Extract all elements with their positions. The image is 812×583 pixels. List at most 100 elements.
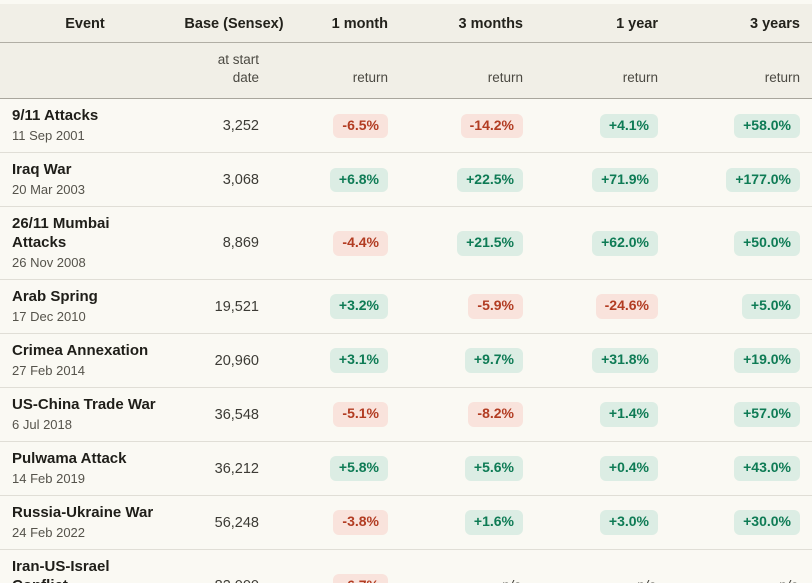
table-row: Arab Spring 17 Dec 2010 19,521 +3.2% -5.9% -2… xyxy=(0,279,812,335)
return-badge-positive: +3.0% xyxy=(599,510,658,535)
return-cell: +62.0% xyxy=(535,206,670,281)
table-row: Crimea Annexation 27 Feb 2014 20,960 +3.1% +… xyxy=(0,333,812,389)
event-name: 9/11 Attacks xyxy=(12,107,99,125)
event-date: 11 Sep 2001 xyxy=(12,128,85,144)
event-name: 26/11 Mumbai Attacks xyxy=(12,215,110,252)
return-cell: +21.5% xyxy=(400,206,535,281)
return-badge-positive: +30.0% xyxy=(734,510,800,535)
column-header-event: Event xyxy=(0,4,170,43)
base-value: 3,252 xyxy=(170,98,300,154)
return-badge-positive: +3.2% xyxy=(329,294,388,319)
subheader-row: at start date return return return retur… xyxy=(0,42,812,100)
event-name: Crimea Annexation xyxy=(12,342,149,360)
event-cell: Russia-Ukraine War 24 Feb 2022 xyxy=(0,495,170,551)
return-cell: -3.8% xyxy=(300,495,400,551)
base-value: 56,248 xyxy=(170,495,300,551)
return-badge-negative: -8.2% xyxy=(468,402,523,427)
base-value: 82,000 xyxy=(170,550,300,583)
return-na: n/a xyxy=(502,577,523,583)
table-row: Iran-US-Israel Conflict1 Feb 202682,000 -… xyxy=(0,550,812,583)
return-badge-positive: +71.9% xyxy=(592,167,658,193)
event-date: 24 Feb 2022 xyxy=(12,524,86,540)
return-badge-positive: +9.7% xyxy=(464,348,523,373)
table-row: Iraq War 20 Mar 2003 3,068 +6.8% +22.5% +71.9… xyxy=(0,152,812,208)
event-date: 17 Dec 2010 xyxy=(12,308,86,324)
return-cell: +3.2% xyxy=(300,279,400,335)
return-cell: +0.4% xyxy=(535,441,670,497)
event-name: Arab Spring xyxy=(12,288,98,306)
column-header-base: Base (Sensex) xyxy=(170,4,300,43)
return-cell: -24.6% xyxy=(535,279,670,335)
base-value: 8,869 xyxy=(170,206,300,281)
column-header-3-months: 3 months xyxy=(400,4,535,43)
return-badge-negative: -5.1% xyxy=(333,402,388,427)
return-cell: +5.8% xyxy=(300,441,400,497)
return-cell: +58.0% xyxy=(670,98,812,154)
subheader-3-months: return xyxy=(400,42,535,100)
event-name: Iraq War xyxy=(12,161,72,179)
column-header-1-year: 1 year xyxy=(535,4,670,43)
subheader-event xyxy=(0,42,170,100)
return-badge-positive: +31.8% xyxy=(592,348,658,373)
return-cell: +4.1% xyxy=(535,98,670,154)
return-cell: +5.6% xyxy=(400,441,535,497)
return-badge-positive: +50.0% xyxy=(734,231,800,256)
event-name: US-China Trade War xyxy=(12,396,156,414)
event-name: Pulwama Attack xyxy=(12,450,127,468)
return-cell: n/a xyxy=(535,550,670,583)
event-date: 27 Feb 2014 xyxy=(12,362,86,378)
return-badge-positive: +4.1% xyxy=(599,113,658,139)
event-cell: Iran-US-Israel Conflict1 Feb 2026 xyxy=(0,550,170,583)
subheader-1-month: return xyxy=(300,42,400,100)
return-badge-positive: +19.0% xyxy=(734,348,800,373)
return-badge-positive: +22.5% xyxy=(457,167,523,193)
return-cell: +5.0% xyxy=(670,279,812,335)
table-row: Pulwama Attack 14 Feb 2019 36,212 +5.8% +5.6… xyxy=(0,441,812,497)
event-cell: 9/11 Attacks 11 Sep 2001 xyxy=(0,98,170,154)
return-badge-positive: +62.0% xyxy=(592,231,658,256)
return-badge-negative: -3.8% xyxy=(333,510,388,535)
subheader-1-year: return xyxy=(535,42,670,100)
return-na: n/a xyxy=(779,577,800,583)
return-badge-negative: -5.9% xyxy=(468,294,523,319)
return-badge-positive: +6.8% xyxy=(329,167,388,193)
event-date: 20 Mar 2003 xyxy=(12,182,85,198)
return-badge-positive: +5.0% xyxy=(741,294,800,319)
event-cell: US-China Trade War 6 Jul 2018 xyxy=(0,387,170,443)
return-badge-positive: +57.0% xyxy=(734,402,800,427)
return-badge-negative: -24.6% xyxy=(595,294,658,319)
return-cell: -8.2% xyxy=(400,387,535,443)
return-badge-positive: +177.0% xyxy=(726,167,800,193)
event-cell: Crimea Annexation 27 Feb 2014 xyxy=(0,333,170,389)
return-badge-negative: -6.5% xyxy=(333,113,388,139)
return-cell: +57.0% xyxy=(670,387,812,443)
return-cell: -5.9% xyxy=(400,279,535,335)
table-row: US-China Trade War 6 Jul 2018 36,548 -5.1% -… xyxy=(0,387,812,443)
return-badge-positive: +58.0% xyxy=(734,113,800,139)
return-na: n/a xyxy=(637,577,658,583)
return-cell: +3.0% xyxy=(535,495,670,551)
return-cell: -4.4% xyxy=(300,206,400,281)
return-badge-positive: +3.1% xyxy=(329,348,388,373)
return-cell: +9.7% xyxy=(400,333,535,389)
return-badge-positive: +1.6% xyxy=(464,510,523,535)
return-cell: n/a xyxy=(400,550,535,583)
return-badge-positive: +43.0% xyxy=(734,456,800,481)
return-badge-positive: +5.6% xyxy=(464,456,523,481)
table-row: 9/11 Attacks 11 Sep 2001 3,252 -6.5% -14.2% +… xyxy=(0,98,812,154)
return-cell: +43.0% xyxy=(670,441,812,497)
return-cell: +50.0% xyxy=(670,206,812,281)
base-value: 36,212 xyxy=(170,441,300,497)
event-name: Iran-US-Israel Conflict xyxy=(12,558,110,583)
table-row: Russia-Ukraine War 24 Feb 2022 56,248 -3.8%… xyxy=(0,495,812,551)
table-body: 9/11 Attacks 11 Sep 2001 3,252 -6.5% -14.2% +… xyxy=(0,98,812,583)
table-header: Event Base (Sensex) 1 month 3 months 1 y… xyxy=(0,4,812,100)
table-row: 26/11 Mumbai Attacks 26 Nov 2008 8,869 -4.4… xyxy=(0,206,812,281)
event-date: 6 Jul 2018 xyxy=(12,416,72,432)
return-cell: -6.7% xyxy=(300,550,400,583)
column-header-3-years: 3 years xyxy=(670,4,812,43)
return-badge-positive: +21.5% xyxy=(457,231,523,256)
return-badge-positive: +1.4% xyxy=(599,402,658,427)
event-cell: 26/11 Mumbai Attacks 26 Nov 2008 xyxy=(0,206,170,281)
